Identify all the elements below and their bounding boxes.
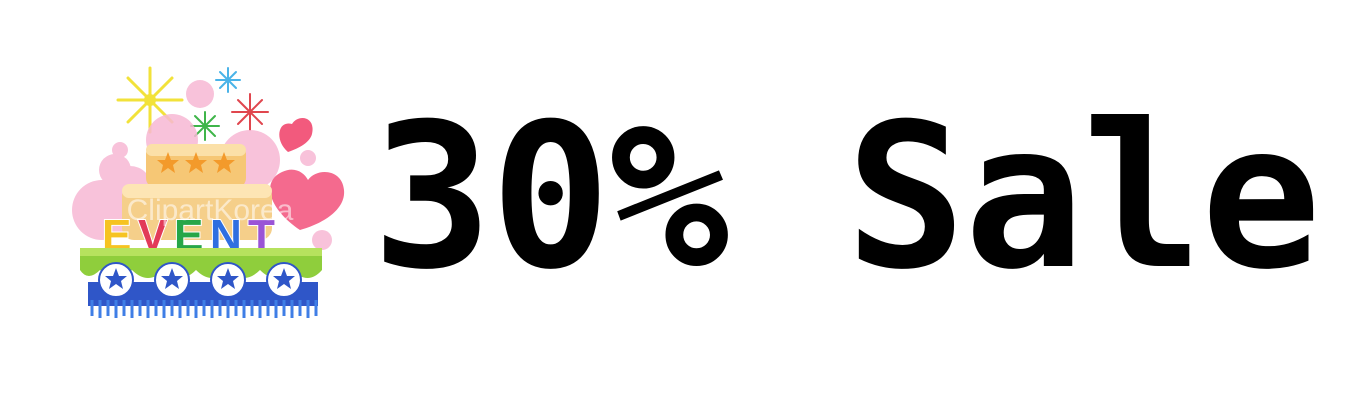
firework-red-icon [231,93,269,131]
firework-blue-icon [215,67,241,93]
firework-yellow-icon [116,66,184,134]
heart-small-icon [279,118,313,152]
blue-fringe-base [88,262,318,318]
green-skirt-highlight [80,248,322,256]
heart-large-icon [270,169,345,230]
medallion-star-icon [105,268,295,289]
sale-headline: 30% Sale! [372,81,1358,314]
star-icon [157,152,235,173]
event-cake-illustration: E V E N T ClipartKorea [60,60,350,330]
firework-green-icon [190,111,220,141]
watermark-text: ClipartKorea [127,194,294,227]
cake-middle-tier [122,184,272,240]
